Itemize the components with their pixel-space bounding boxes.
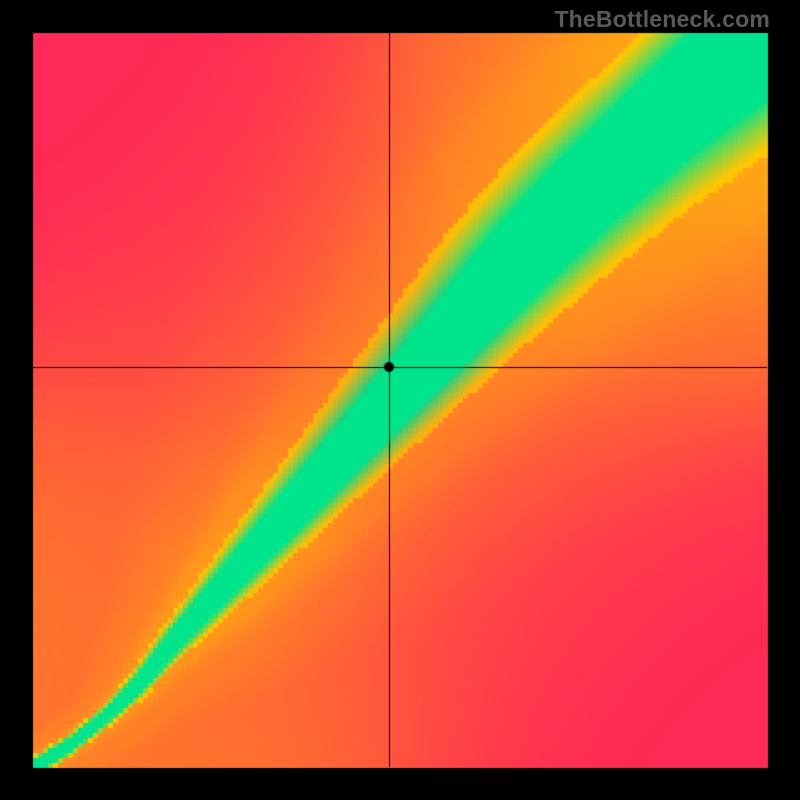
- bottleneck-heatmap: [0, 0, 800, 800]
- watermark-text: TheBottleneck.com: [554, 6, 770, 33]
